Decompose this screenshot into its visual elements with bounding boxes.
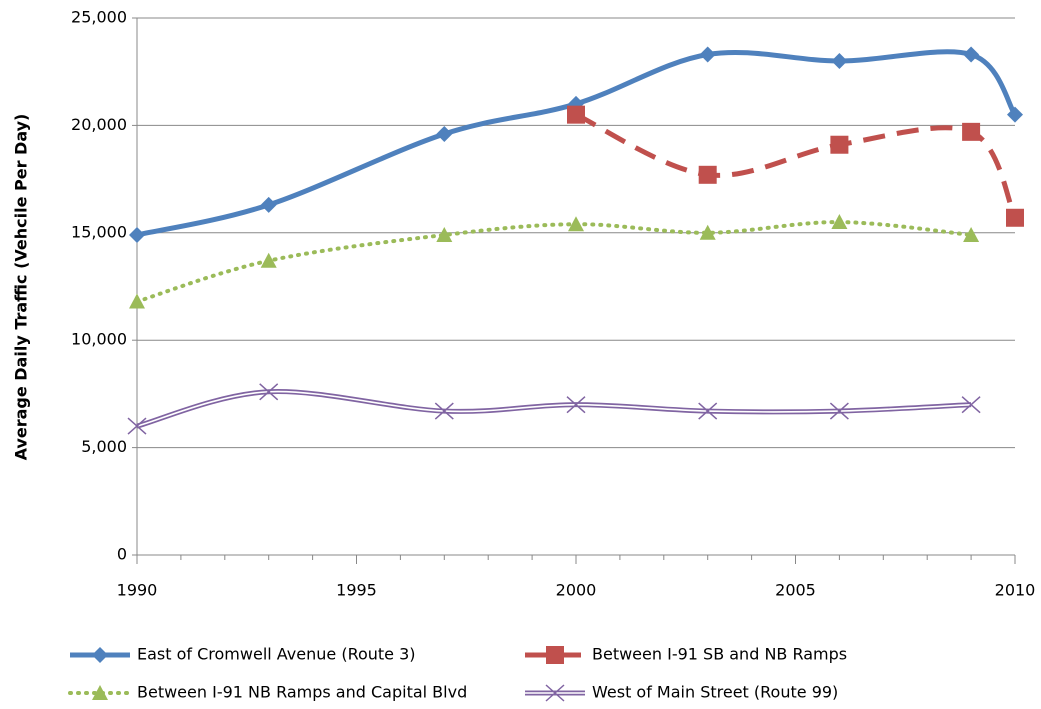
marker bbox=[699, 224, 716, 240]
y-tick-label: 5,000 bbox=[81, 437, 127, 456]
y-axis-label: Average Daily Traffic (Vehcile Per Day) bbox=[12, 114, 31, 461]
marker bbox=[436, 226, 453, 242]
series bbox=[567, 105, 1024, 227]
marker bbox=[259, 383, 279, 401]
marker bbox=[260, 252, 277, 268]
marker bbox=[436, 125, 453, 142]
legend-label: Between I-91 NB Ramps and Capital Blvd bbox=[137, 683, 467, 702]
marker bbox=[566, 396, 586, 414]
y-tick-label: 25,000 bbox=[71, 8, 127, 27]
marker bbox=[1007, 106, 1023, 123]
marker bbox=[568, 216, 584, 232]
marker bbox=[1006, 208, 1024, 227]
x-tick-label: 2005 bbox=[775, 581, 816, 600]
marker bbox=[129, 226, 145, 243]
y-tick-label: 20,000 bbox=[71, 115, 127, 134]
y-tick-label: 0 bbox=[117, 545, 127, 564]
marker bbox=[963, 226, 980, 242]
x-tick-label: 2010 bbox=[995, 581, 1036, 600]
series bbox=[129, 214, 980, 309]
marker bbox=[545, 684, 565, 702]
marker bbox=[830, 135, 849, 154]
marker bbox=[963, 46, 980, 63]
marker bbox=[962, 122, 981, 141]
series bbox=[127, 383, 981, 435]
marker bbox=[698, 402, 718, 420]
legend-item: West of Main Street (Route 99) bbox=[525, 683, 838, 702]
legend-label: West of Main Street (Route 99) bbox=[592, 683, 838, 702]
x-tick-label: 1990 bbox=[117, 581, 158, 600]
legend-item: Between I-91 SB and NB Ramps bbox=[525, 645, 847, 664]
legend-item: East of Cromwell Avenue (Route 3) bbox=[70, 645, 416, 664]
series bbox=[129, 46, 1023, 243]
legend-item: Between I-91 NB Ramps and Capital Blvd bbox=[68, 683, 467, 702]
marker bbox=[961, 396, 981, 414]
marker bbox=[567, 105, 585, 124]
marker bbox=[127, 417, 147, 435]
marker bbox=[699, 46, 716, 63]
marker bbox=[829, 402, 849, 420]
marker bbox=[698, 165, 717, 184]
x-tick-label: 2000 bbox=[556, 581, 597, 600]
marker bbox=[92, 647, 108, 663]
line bbox=[135, 220, 974, 304]
y-tick-label: 10,000 bbox=[71, 330, 127, 349]
marker bbox=[92, 685, 108, 700]
marker bbox=[260, 196, 277, 213]
y-tick-label: 15,000 bbox=[71, 222, 127, 241]
x-tick-label: 1995 bbox=[336, 581, 377, 600]
legend-label: Between I-91 SB and NB Ramps bbox=[592, 645, 847, 664]
line bbox=[136, 49, 1018, 238]
marker bbox=[831, 52, 848, 69]
marker bbox=[434, 402, 454, 420]
marker bbox=[831, 214, 848, 230]
marker bbox=[129, 293, 145, 309]
marker bbox=[546, 646, 564, 664]
legend-label: East of Cromwell Avenue (Route 3) bbox=[137, 645, 416, 664]
line bbox=[574, 112, 1018, 219]
